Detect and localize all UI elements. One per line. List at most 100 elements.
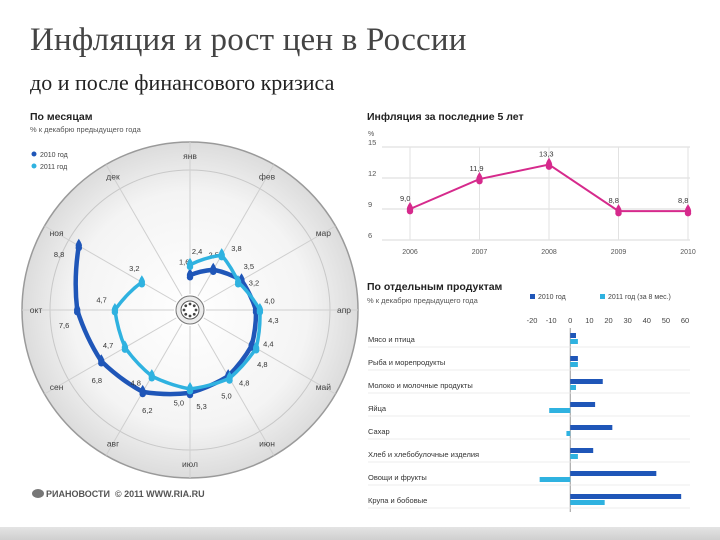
legend-marker xyxy=(31,151,37,157)
line-chart-ytick: 12 xyxy=(368,169,376,178)
hub-bolt xyxy=(184,312,188,316)
hub-bolt xyxy=(182,308,186,312)
bar-chart-subtitle: % к декабрю предыдущего года xyxy=(367,296,478,305)
line-chart-title: Инфляция за последние 5 лет xyxy=(367,111,524,123)
data-point-drop xyxy=(186,382,194,395)
hub-bolt xyxy=(192,304,196,308)
bar-category-label: Мясо и птица xyxy=(368,335,416,344)
hub-bolt xyxy=(184,304,188,308)
month-label: окт xyxy=(30,305,43,315)
bar-chart-title: По отдельным продуктам xyxy=(367,281,503,293)
data-point-drop xyxy=(98,354,105,367)
line-chart-point xyxy=(545,157,553,170)
bar-2010 xyxy=(570,448,594,453)
data-label: 4,8 xyxy=(239,378,249,387)
bar-xtick: 40 xyxy=(643,316,651,325)
hub-bolt xyxy=(192,312,196,316)
data-label: 6,2 xyxy=(142,406,152,415)
data-label: 3,8 xyxy=(231,244,241,253)
line-chart-data-label: 11,9 xyxy=(470,164,484,173)
data-label: 4,7 xyxy=(96,295,106,304)
hub-bolt xyxy=(194,308,198,312)
ria-logo-icon xyxy=(32,489,44,498)
data-label: 5,0 xyxy=(174,398,184,407)
bar-xtick: 10 xyxy=(585,316,593,325)
line-chart-xtick: 2008 xyxy=(541,249,557,256)
line-chart-point xyxy=(476,172,483,185)
bar-2011 xyxy=(566,431,571,436)
radial-spoke xyxy=(44,225,177,303)
bar-chart: 2010 год 2011 год (за 8 мес.) -20 -10 0 10 20 3… xyxy=(368,294,690,512)
line-chart-ytick: 9 xyxy=(368,200,372,209)
bar-2010 xyxy=(570,425,613,430)
footer: РИАНОВОСТИ © 2011 WWW.RIA.RU xyxy=(32,489,205,499)
month-label: май xyxy=(316,382,332,392)
bar-2010 xyxy=(570,494,682,499)
line-chart-data-label: 13,3 xyxy=(539,150,554,159)
line-chart: % 6 9 12 15 2006 2007 2008 2009 2010 9,0 11,9 13,3 8,… xyxy=(368,131,696,256)
data-point-drop xyxy=(252,341,260,354)
bar-xtick: 30 xyxy=(623,316,631,325)
data-label: 3,2 xyxy=(129,264,139,273)
data-label: 4,4 xyxy=(263,339,273,348)
radial-spoke xyxy=(197,323,275,456)
data-point-drop xyxy=(210,262,217,276)
radial-spoke xyxy=(44,317,177,395)
bar-legend-marker xyxy=(600,294,605,299)
line-chart-data-label: 8,8 xyxy=(609,196,619,205)
bar-category-label: Рыба и морепродукты xyxy=(368,358,445,367)
bar-legend-label: 2011 год (за 8 мес.) xyxy=(608,294,671,301)
data-label: 4,0 xyxy=(264,296,274,305)
data-point-drop xyxy=(121,340,129,353)
bar-legend-marker xyxy=(530,294,535,299)
data-point-drop xyxy=(256,303,264,316)
data-point-drop xyxy=(186,268,194,281)
month-label: июл xyxy=(182,459,198,469)
radial-spoke xyxy=(203,317,336,395)
data-label: 4,7 xyxy=(103,341,113,350)
legend-label: 2011 год xyxy=(40,164,67,171)
data-point-drop xyxy=(186,257,194,271)
data-label: 1,6 xyxy=(179,258,189,267)
data-point-drop xyxy=(226,371,233,384)
footer-brand: РИАНОВОСТИ xyxy=(46,489,110,499)
bar-xtick: 0 xyxy=(568,316,572,325)
line-chart-xtick: 2009 xyxy=(611,249,627,256)
data-point-drop xyxy=(234,275,242,288)
bar-legend-label: 2010 год xyxy=(538,294,566,301)
line-chart-data-label: 8,8 xyxy=(678,196,688,205)
bar-2011 xyxy=(570,362,578,367)
radial-chart: янв фев мар апр май июн июл авг сен окт ноя дек 2010… xyxy=(21,141,359,479)
bar-2010 xyxy=(570,471,657,476)
month-label: дек xyxy=(106,172,120,182)
hub-bolt xyxy=(188,302,192,306)
bar-category-label: Сахар xyxy=(368,427,390,436)
bar-2011 xyxy=(570,339,578,344)
line-chart-xtick: 2006 xyxy=(402,249,418,256)
bar-category-label: Молоко и молочные продукты xyxy=(368,381,473,390)
bar-xtick: -10 xyxy=(546,316,557,325)
bar-2010 xyxy=(570,379,603,384)
data-label: 3,2 xyxy=(249,279,259,288)
data-point-drop xyxy=(111,303,119,316)
footer-copyright: © 2011 WWW.RIA.RU xyxy=(115,489,205,499)
page-subtitle: до и после финансового кризиса xyxy=(30,70,335,95)
line-chart-point xyxy=(615,204,622,217)
bar-2010 xyxy=(570,356,578,361)
data-label: 8,8 xyxy=(54,250,64,259)
data-point-drop xyxy=(139,384,146,398)
data-point-drop xyxy=(74,303,81,316)
data-label: 5,0 xyxy=(221,392,231,401)
hub-bolt xyxy=(188,314,192,318)
line-chart-ytick: 15 xyxy=(368,138,376,147)
bar-category-label: Овощи и фрукты xyxy=(368,473,427,482)
bar-category-label: Крупа и бобовые xyxy=(368,496,427,505)
bar-2011 xyxy=(570,385,576,390)
data-label: 4,3 xyxy=(268,316,278,325)
radial-chart-subtitle: % к декабрю предыдущего года xyxy=(30,125,141,134)
line-chart-ytick: 6 xyxy=(368,231,372,240)
line-chart-ylabel: % xyxy=(368,131,374,138)
month-label: авг xyxy=(107,438,119,448)
bar-2011 xyxy=(570,454,578,459)
data-point-drop xyxy=(148,369,155,382)
